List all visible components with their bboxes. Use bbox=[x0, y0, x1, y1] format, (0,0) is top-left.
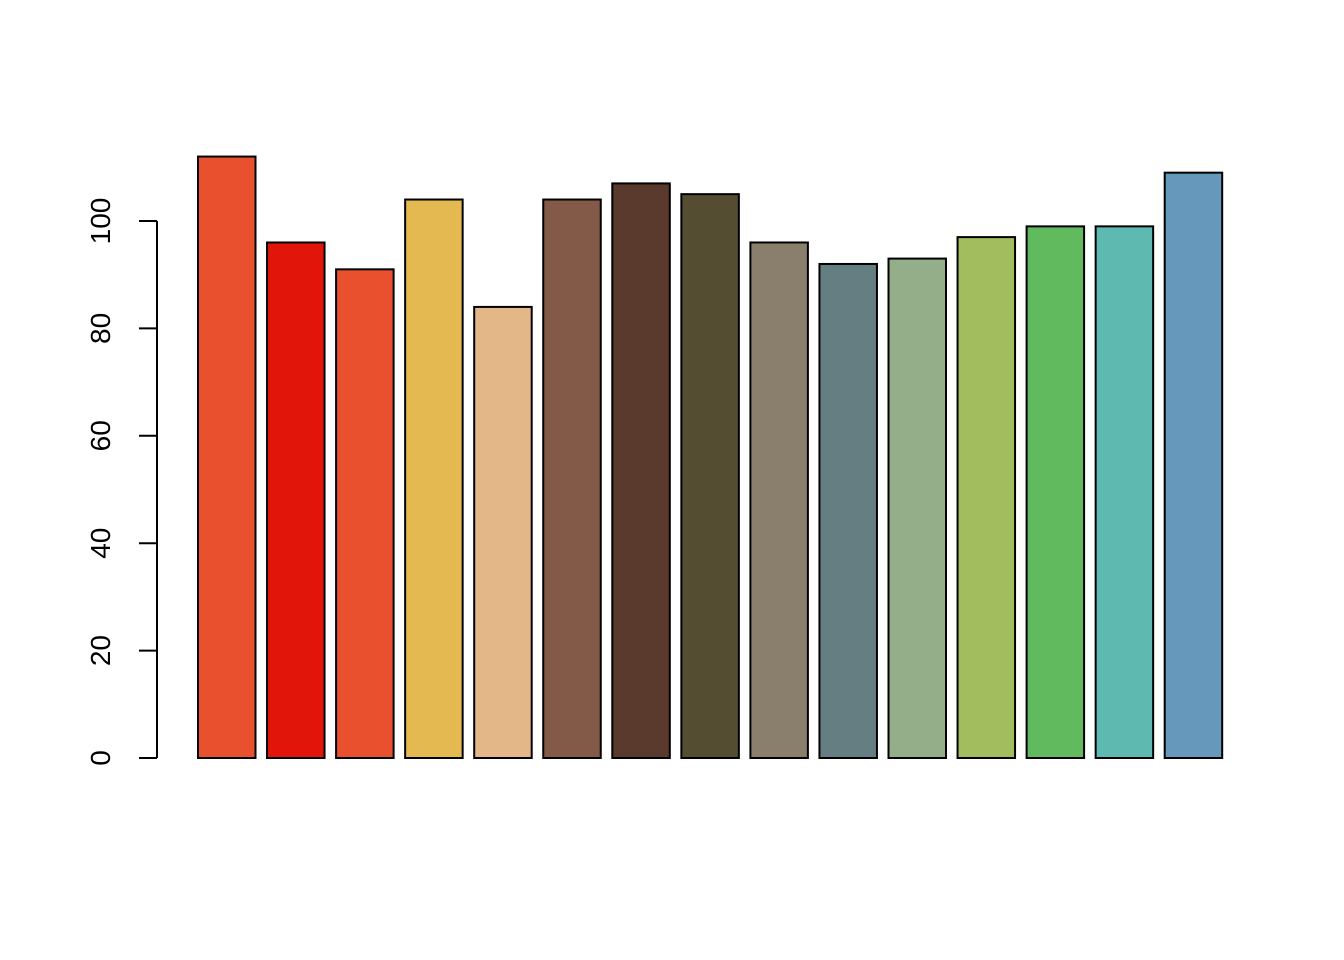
bar bbox=[197, 155, 257, 759]
bar bbox=[818, 262, 878, 759]
bar bbox=[266, 241, 326, 760]
bar bbox=[887, 257, 947, 759]
bar bbox=[1025, 225, 1086, 759]
bar bbox=[1094, 225, 1155, 759]
y-tick-label: 80 bbox=[85, 313, 116, 344]
y-tick-label: 60 bbox=[85, 420, 116, 451]
bar bbox=[611, 182, 671, 760]
bars-group bbox=[197, 155, 1224, 760]
bar bbox=[749, 241, 809, 760]
bar bbox=[956, 236, 1017, 760]
y-tick-label: 40 bbox=[85, 528, 116, 559]
y-tick-label: 100 bbox=[85, 198, 116, 245]
bar bbox=[473, 305, 533, 759]
y-tick-label: 20 bbox=[85, 635, 116, 666]
bar bbox=[680, 193, 740, 759]
y-axis: 0 20 40 60 80 100 bbox=[85, 198, 158, 766]
bar bbox=[542, 198, 602, 759]
bar bbox=[335, 268, 395, 759]
bar bbox=[1163, 171, 1224, 760]
bar bbox=[404, 198, 464, 759]
y-tick-label: 0 bbox=[85, 750, 116, 766]
